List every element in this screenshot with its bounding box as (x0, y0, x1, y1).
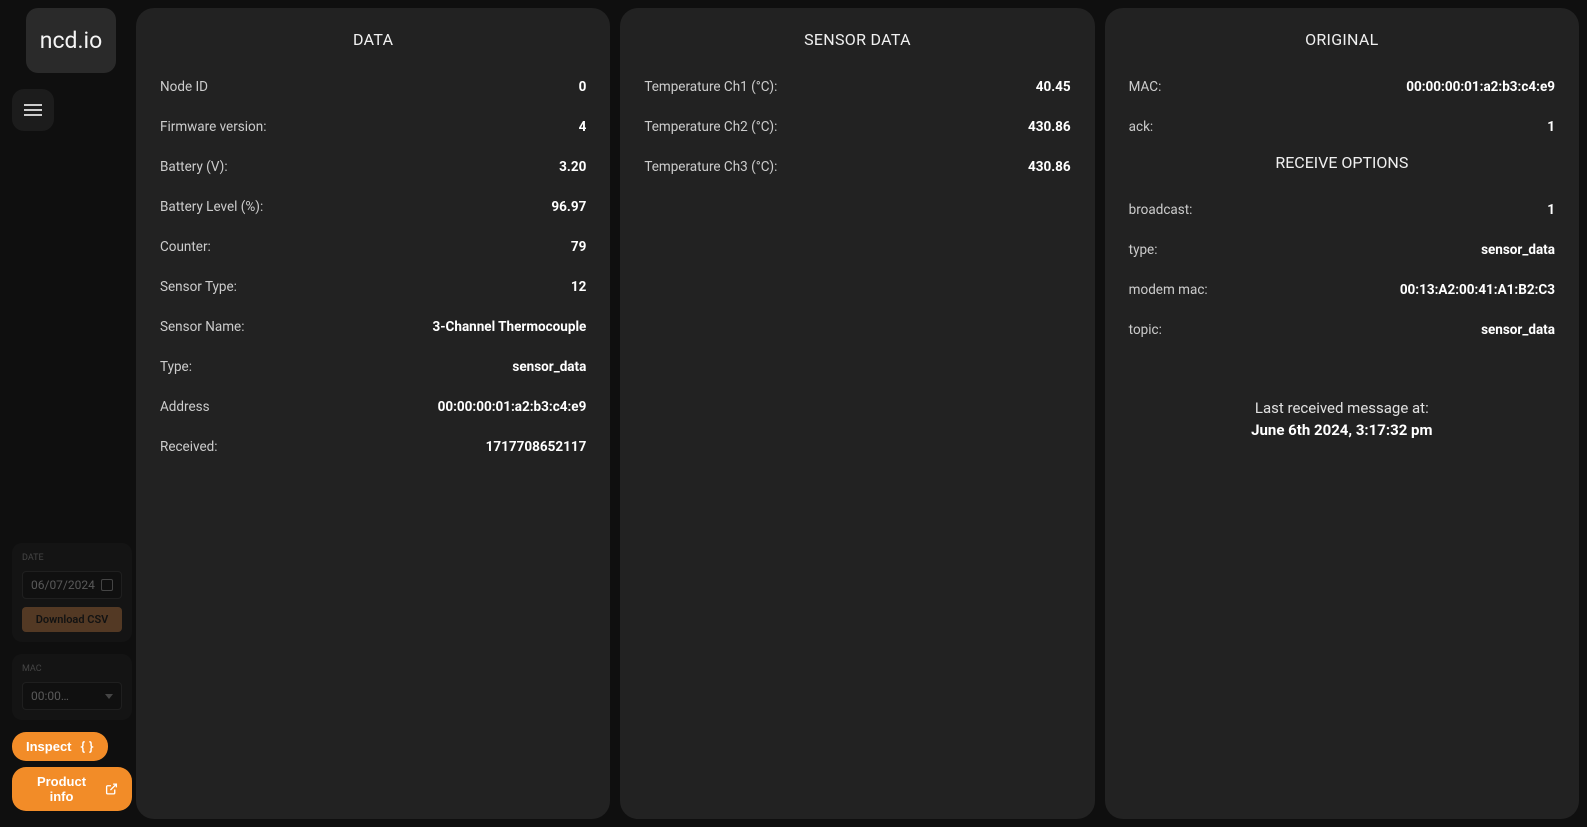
app-root: ncd.io Date 06/07/2024 Download CSV MAC … (0, 0, 1587, 827)
kv-label: Node ID (160, 79, 208, 95)
external-link-icon (105, 782, 118, 796)
mac-select-card: MAC 00:00… (12, 654, 132, 720)
last-received-block: Last received message at: June 6th 2024,… (1129, 398, 1555, 442)
kv-label: topic: (1129, 322, 1162, 338)
kv-label: Counter: (160, 239, 211, 255)
logo-text: ncd.io (40, 27, 103, 54)
kv-label: MAC: (1129, 79, 1162, 95)
kv-value: 40.45 (1036, 79, 1071, 95)
last-received-value: June 6th 2024, 3:17:32 pm (1129, 420, 1555, 442)
kv-value: 430.86 (1028, 159, 1071, 175)
receive-row: broadcast: 1 (1129, 190, 1555, 230)
kv-label: Battery (V): (160, 159, 228, 175)
kv-label: Received: (160, 439, 217, 455)
kv-value: 3-Channel Thermocouple (432, 319, 586, 335)
product-info-button[interactable]: Product info (12, 767, 132, 811)
data-row: Type: sensor_data (160, 347, 586, 387)
panel-sensor-data: SENSOR DATA Temperature Ch1 (°C): 40.45 T… (620, 8, 1094, 819)
action-buttons: Inspect Product info (12, 732, 132, 811)
kv-label: ack: (1129, 119, 1154, 135)
date-label: Date (22, 553, 122, 563)
last-received-label: Last received message at: (1129, 398, 1555, 420)
receive-row: type: sensor_data (1129, 230, 1555, 270)
kv-value: sensor_data (1481, 322, 1555, 338)
date-download-card: Date 06/07/2024 Download CSV (12, 543, 132, 642)
kv-label: Temperature Ch3 (°C): (644, 159, 777, 175)
date-value: 06/07/2024 (31, 578, 95, 592)
data-row: Address 00:00:00:01:a2:b3:c4:e9 (160, 387, 586, 427)
sidebar: ncd.io Date 06/07/2024 Download CSV MAC … (8, 8, 128, 819)
kv-label: Battery Level (%): (160, 199, 263, 215)
panel-data: DATA Node ID 0 Firmware version: 4 Battery… (136, 8, 610, 819)
data-row: Sensor Type: 12 (160, 267, 586, 307)
kv-value: 0 (579, 79, 587, 95)
chevron-down-icon (105, 694, 113, 699)
product-info-label: Product info (26, 774, 97, 804)
kv-label: Sensor Type: (160, 279, 237, 295)
kv-value: 00:00:00:01:a2:b3:c4:e9 (1406, 79, 1555, 95)
kv-value: 12 (571, 279, 587, 295)
kv-label: Firmware version: (160, 119, 266, 135)
inspect-button[interactable]: Inspect (12, 732, 108, 761)
kv-value: 430.86 (1028, 119, 1071, 135)
kv-label: Temperature Ch2 (°C): (644, 119, 777, 135)
data-row: Counter: 79 (160, 227, 586, 267)
data-row: Node ID 0 (160, 67, 586, 107)
original-row: ack: 1 (1129, 107, 1555, 147)
inspect-label: Inspect (26, 739, 72, 754)
kv-value: 3.20 (559, 159, 586, 175)
data-row: Battery Level (%): 96.97 (160, 187, 586, 227)
original-row: MAC: 00:00:00:01:a2:b3:c4:e9 (1129, 67, 1555, 107)
kv-label: Address (160, 399, 210, 415)
mac-value: 00:00… (31, 689, 69, 703)
kv-value: 1 (1547, 119, 1555, 135)
panel-sensor-data-title: SENSOR DATA (644, 30, 1070, 49)
mac-label: MAC (22, 664, 122, 674)
panel-original-title: ORIGINAL (1129, 30, 1555, 49)
sensor-row: Temperature Ch1 (°C): 40.45 (644, 67, 1070, 107)
kv-value: sensor_data (1481, 242, 1555, 258)
receive-row: modem mac: 00:13:A2:00:41:A1:B2:C3 (1129, 270, 1555, 310)
data-row: Battery (V): 3.20 (160, 147, 586, 187)
kv-label: Type: (160, 359, 192, 375)
kv-value: 1717708652117 (486, 439, 587, 455)
data-row: Sensor Name: 3-Channel Thermocouple (160, 307, 586, 347)
logo: ncd.io (26, 8, 116, 73)
kv-value: 1 (1547, 202, 1555, 218)
kv-value: 79 (571, 239, 587, 255)
kv-label: type: (1129, 242, 1158, 258)
braces-icon (80, 740, 94, 754)
kv-value: sensor_data (512, 359, 586, 375)
sensor-row: Temperature Ch3 (°C): 430.86 (644, 147, 1070, 187)
data-row: Received: 1717708652117 (160, 427, 586, 467)
hamburger-icon (24, 104, 42, 116)
mac-select[interactable]: 00:00… (22, 682, 122, 710)
kv-label: Temperature Ch1 (°C): (644, 79, 777, 95)
calendar-icon (101, 579, 113, 591)
date-input[interactable]: 06/07/2024 (22, 571, 122, 599)
panel-original: ORIGINAL MAC: 00:00:00:01:a2:b3:c4:e9 ack… (1105, 8, 1579, 819)
download-csv-button[interactable]: Download CSV (22, 607, 122, 632)
kv-label: broadcast: (1129, 202, 1193, 218)
panels: DATA Node ID 0 Firmware version: 4 Battery… (136, 8, 1579, 819)
sidebar-bottom: Date 06/07/2024 Download CSV MAC 00:00… … (12, 543, 132, 811)
menu-button[interactable] (12, 89, 54, 131)
receive-options-title: RECEIVE OPTIONS (1129, 153, 1555, 172)
kv-label: Sensor Name: (160, 319, 244, 335)
sensor-row: Temperature Ch2 (°C): 430.86 (644, 107, 1070, 147)
kv-value: 00:13:A2:00:41:A1:B2:C3 (1400, 282, 1555, 298)
kv-value: 4 (579, 119, 587, 135)
data-row: Firmware version: 4 (160, 107, 586, 147)
receive-row: topic: sensor_data (1129, 310, 1555, 350)
kv-label: modem mac: (1129, 282, 1208, 298)
kv-value: 00:00:00:01:a2:b3:c4:e9 (438, 399, 587, 415)
kv-value: 96.97 (551, 199, 586, 215)
panel-data-title: DATA (160, 30, 586, 49)
